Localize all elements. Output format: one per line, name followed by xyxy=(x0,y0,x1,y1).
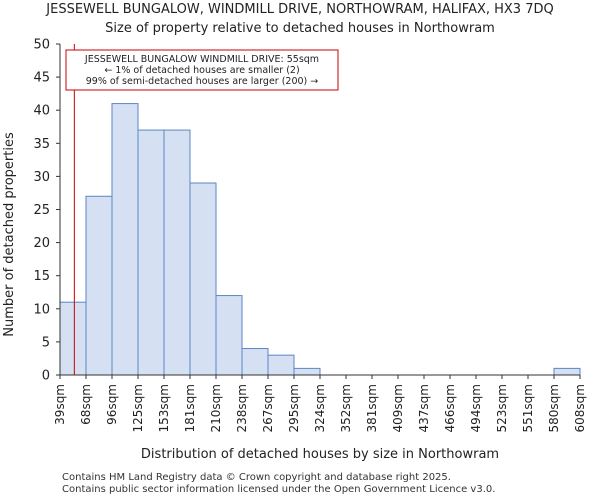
x-tick-label: 39sqm xyxy=(53,384,67,425)
footer-line-2: Contains public sector information licen… xyxy=(62,484,496,495)
x-tick-label: 238sqm xyxy=(235,384,249,432)
x-tick-label: 466sqm xyxy=(443,384,457,432)
x-tick-label: 580sqm xyxy=(547,384,561,432)
x-tick-label: 551sqm xyxy=(521,384,535,432)
x-tick-label: 494sqm xyxy=(469,384,483,432)
x-tick-label: 125sqm xyxy=(131,384,145,432)
bar-210sqm xyxy=(215,295,243,376)
x-tick-label: 523sqm xyxy=(495,384,509,432)
x-tick-label: 381sqm xyxy=(365,384,379,432)
bar-267sqm xyxy=(267,354,295,376)
x-tick-label: 437sqm xyxy=(417,384,431,432)
bar-153sqm xyxy=(163,129,191,376)
chart-subtitle: Size of property relative to detached ho… xyxy=(105,21,495,36)
x-tick-label: 324sqm xyxy=(313,384,327,432)
x-tick-label: 181sqm xyxy=(183,384,197,432)
y-tick-label: 20 xyxy=(33,236,50,251)
annotation-line-3: 99% of semi-detached houses are larger (… xyxy=(86,76,319,87)
y-tick-label: 15 xyxy=(33,269,50,284)
annotation-line-2: ← 1% of detached houses are smaller (2) xyxy=(104,65,299,76)
chart-title: JESSEWELL BUNGALOW, WINDMILL DRIVE, NORT… xyxy=(46,2,554,17)
x-tick-label: 68sqm xyxy=(79,384,93,425)
y-ticks-group: 0 5 10 15 20 25 30 35 40 45 50 xyxy=(33,38,60,384)
y-tick-label: 45 xyxy=(33,71,50,86)
x-tick-label: 352sqm xyxy=(339,384,353,432)
y-tick-label: 30 xyxy=(33,170,50,185)
bar-181sqm xyxy=(189,182,217,376)
bar-39sqm xyxy=(59,301,87,376)
bar-238sqm xyxy=(241,348,269,376)
annotation-frame xyxy=(65,49,339,91)
x-ticks-group: 39sqm 68sqm 96sqm 125sqm 153sqm 181sqm 210sqm 2… xyxy=(53,375,587,432)
annotation-line-1: JESSEWELL BUNGALOW WINDMILL DRIVE: 55sqm xyxy=(84,54,319,65)
x-tick-label: 153sqm xyxy=(157,384,171,432)
bar-125sqm xyxy=(137,129,165,376)
y-tick-label: 10 xyxy=(33,302,50,317)
bar-295sqm xyxy=(293,367,321,376)
bar-68sqm xyxy=(85,195,113,376)
y-tick-label: 5 xyxy=(42,335,50,350)
x-tick-label: 608sqm xyxy=(573,384,587,432)
x-tick-label: 96sqm xyxy=(105,384,119,425)
histogram-chart: 0 5 10 15 20 25 30 35 40 45 50 39sqm 68sqm 96sqm 125s… xyxy=(2,38,587,463)
y-tick-label: 40 xyxy=(33,104,50,119)
y-axis-label: Number of detached properties xyxy=(2,132,17,337)
x-tick-label: 267sqm xyxy=(261,384,275,432)
y-tick-label: 0 xyxy=(42,369,50,384)
x-axis-label: Distribution of detached houses by size … xyxy=(141,447,499,462)
bar-96sqm xyxy=(111,103,139,376)
bars-group xyxy=(59,103,581,376)
y-tick-label: 35 xyxy=(33,137,50,152)
footer-line-1: Contains HM Land Registry data © Crown c… xyxy=(62,472,451,483)
x-tick-label: 210sqm xyxy=(209,384,223,432)
y-tick-label: 25 xyxy=(33,203,50,218)
annotation-box: JESSEWELL BUNGALOW WINDMILL DRIVE: 55sqm… xyxy=(65,49,339,91)
x-tick-label: 295sqm xyxy=(287,384,301,432)
x-tick-label: 409sqm xyxy=(391,384,405,432)
y-tick-label: 50 xyxy=(33,38,50,53)
bar-580sqm xyxy=(553,367,581,376)
